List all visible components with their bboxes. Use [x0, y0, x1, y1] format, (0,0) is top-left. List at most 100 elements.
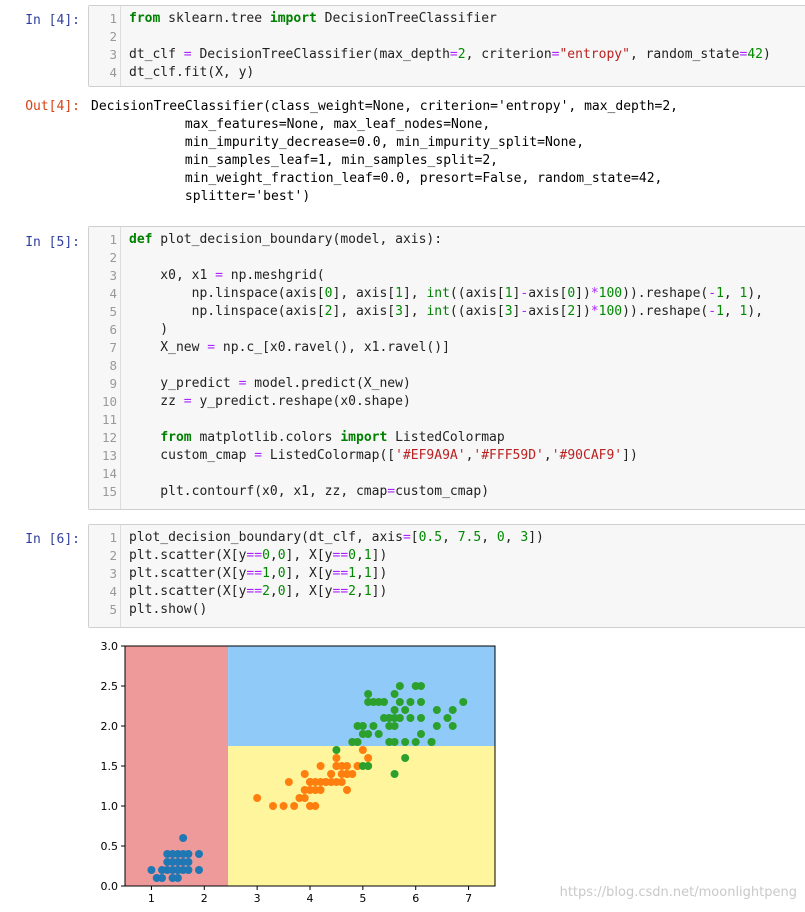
code-editor[interactable]: def plot_decision_boundary(model, axis):… [129, 231, 805, 501]
line-number: 6 [109, 322, 117, 337]
data-point [411, 738, 420, 746]
data-point [448, 706, 457, 714]
line-number: 12 [101, 430, 117, 445]
data-point [364, 754, 373, 762]
data-point [364, 762, 373, 770]
data-point [290, 802, 299, 810]
code-line: from matplotlib.colors import ListedColo… [160, 430, 505, 445]
data-point [343, 786, 351, 794]
line-numbers: 1 2 3 4 5 6 7 8 9 10 11 12 13 14 15 [89, 231, 117, 501]
watermark: https://blog.csdn.net/moonlightpeng [559, 885, 797, 900]
y-tick-label: 3.0 [101, 640, 119, 653]
data-point [158, 866, 166, 874]
data-point [353, 722, 362, 730]
code-line: zz = y_predict.reshape(x0.shape) [129, 394, 411, 409]
data-point [179, 858, 188, 866]
y-tick-label: 1.5 [101, 760, 119, 773]
output-prompt: Out[4]: [25, 99, 80, 114]
data-point [163, 858, 172, 866]
input-prompt: In [5]: [25, 235, 80, 250]
data-point [369, 698, 378, 706]
code-line: x0, x1 = np.meshgrid( [129, 268, 325, 283]
data-point [279, 802, 288, 810]
line-number: 2 [109, 548, 117, 563]
data-point [395, 682, 404, 690]
line-number: 1 [109, 11, 117, 26]
data-point [417, 714, 425, 722]
line-number: 4 [109, 65, 117, 80]
line-number: 3 [109, 268, 117, 283]
code-line: y_predict = model.predict(X_new) [129, 376, 411, 391]
data-point [432, 722, 441, 730]
data-point [195, 866, 203, 874]
code-editor[interactable]: plot_decision_boundary(dt_clf, axis=[0.5… [129, 529, 805, 619]
output-line: min_samples_leaf=1, min_samples_split=2, [91, 153, 498, 168]
data-point [432, 706, 441, 714]
code-line: plt.show() [129, 602, 208, 617]
code-line: custom_cmap = ListedColormap(['#EF9A9A',… [129, 448, 638, 463]
line-number: 15 [101, 484, 117, 499]
data-point [269, 802, 277, 810]
x-tick-label: 5 [359, 892, 366, 905]
data-point [406, 714, 415, 722]
code-line: plt.scatter(X[y==2,0], X[y==2,1]) [129, 584, 388, 599]
plot-output: 1 2 3 4 5 6 7 0.0 0.5 1.0 1.5 2.0 2.5 3.0 [88, 636, 508, 908]
data-point [179, 850, 188, 858]
x-tick-label: 3 [254, 892, 261, 905]
data-point [395, 698, 404, 706]
code-cell[interactable]: 1 2 3 4 5 plot_decision_boundary(dt_clf, axi… [88, 524, 805, 628]
code-line: ​ [129, 465, 805, 483]
output-area: DecisionTreeClassifier(class_weight=None… [91, 98, 791, 206]
data-point [316, 778, 325, 786]
data-point [348, 738, 357, 746]
y-tick-label: 1.0 [101, 800, 119, 813]
line-number: 5 [109, 304, 117, 319]
code-line: from sklearn.tree import DecisionTreeCla… [129, 11, 497, 26]
output-line: splitter='best') [91, 189, 311, 204]
data-point [380, 698, 388, 706]
data-point [306, 786, 314, 794]
data-point [316, 762, 325, 770]
input-prompt: In [4]: [25, 13, 80, 28]
data-point [168, 850, 177, 858]
code-line: plt.scatter(X[y==1,0], X[y==1,1]) [129, 566, 388, 581]
decision-region [125, 646, 229, 886]
data-point [284, 778, 293, 786]
output-line: min_impurity_decrease=0.0, min_impurity_… [91, 135, 585, 150]
decision-boundary-chart: 1 2 3 4 5 6 7 0.0 0.5 1.0 1.5 2.0 2.5 3.0 [101, 640, 496, 905]
line-number: 4 [109, 286, 117, 301]
code-line: ) [129, 322, 169, 337]
code-line: plot_decision_boundary(dt_clf, axis=[0.5… [129, 530, 544, 545]
line-number: 3 [109, 566, 117, 581]
data-point [173, 866, 182, 874]
y-tick-label: 2.0 [101, 720, 119, 733]
code-cell[interactable]: 1 2 3 4 5 6 7 8 9 10 11 12 13 14 15 def plot_decision_… [88, 226, 805, 510]
data-point [369, 722, 378, 730]
line-number: 3 [109, 47, 117, 62]
line-number: 1 [109, 232, 117, 247]
line-number: 8 [109, 358, 117, 373]
data-point [417, 730, 425, 738]
y-tick-label: 0.5 [101, 840, 119, 853]
data-point [253, 794, 262, 802]
data-point [311, 802, 320, 810]
output-line: min_weight_fraction_leaf=0.0, presort=Fa… [91, 171, 663, 186]
code-line: ​ [129, 411, 805, 429]
line-number: 5 [109, 602, 117, 617]
data-point [401, 754, 410, 762]
code-line: plt.scatter(X[y==0,0], X[y==0,1]) [129, 548, 388, 563]
code-editor[interactable]: from sklearn.tree import DecisionTreeCla… [129, 10, 805, 82]
data-point [332, 778, 341, 786]
data-point [168, 874, 177, 882]
line-number: 9 [109, 376, 117, 391]
data-point [390, 690, 399, 698]
output-line: DecisionTreeClassifier(class_weight=None… [91, 99, 678, 114]
line-number-gutter [89, 6, 121, 86]
data-point [459, 698, 468, 706]
data-point [332, 754, 341, 762]
x-tick-label: 4 [307, 892, 314, 905]
code-cell[interactable]: 1 2 3 4 from sklearn.tree import DecisionTr… [88, 5, 805, 87]
data-point [295, 794, 304, 802]
line-number: 10 [101, 394, 117, 409]
line-number: 2 [109, 250, 117, 265]
